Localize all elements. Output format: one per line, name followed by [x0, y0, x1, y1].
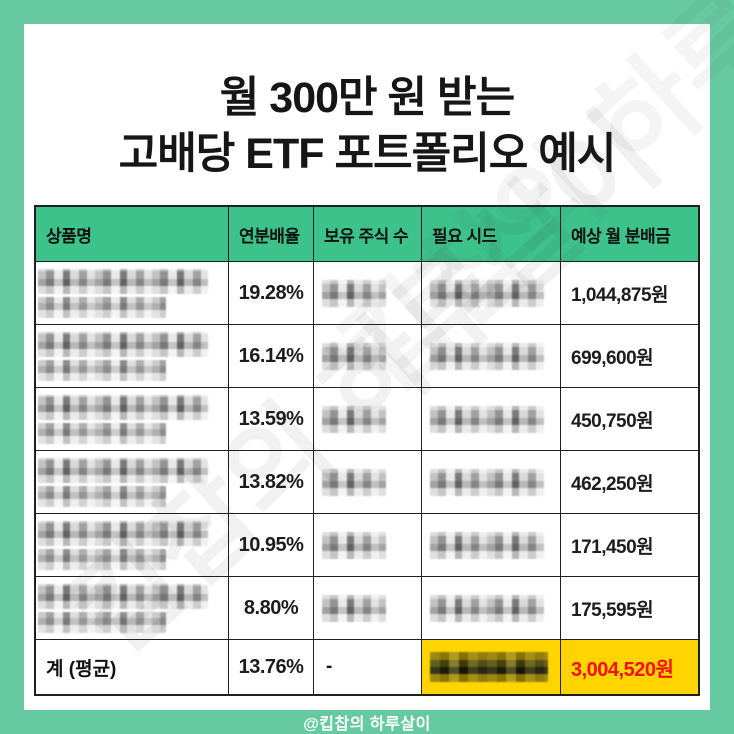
author-watermark: @킵찹의 하루살이 [303, 716, 431, 733]
table-row: 19.28% 1,044,875원 [36, 261, 698, 324]
total-label: 계 (평균) [46, 658, 117, 680]
annual-yield-value: 19.28% [228, 262, 313, 324]
redaction-mosaic [430, 279, 544, 307]
annual-yield-value: 8.80% [228, 577, 313, 639]
product-name-redacted [36, 451, 228, 513]
table-header-row: 상품명 연분배율 보유 주식 수 필요 시드 예상 월 분배금 [36, 207, 698, 261]
annual-yield-value: 10.95% [228, 514, 313, 576]
product-name-redacted [36, 325, 228, 387]
total-shares-dash: - [313, 640, 421, 694]
monthly-dividend-value: 462,250원 [560, 451, 698, 513]
annual-yield-value: 13.59% [228, 388, 313, 450]
redaction-mosaic [430, 405, 544, 433]
title-line-1: 월 300만 원 받는 [219, 74, 515, 122]
redaction-mosaic [38, 394, 208, 420]
seed-redacted [421, 514, 560, 576]
seed-redacted [421, 451, 560, 513]
etf-portfolio-table: 상품명 연분배율 보유 주식 수 필요 시드 예상 월 분배금 19.28% 1… [34, 205, 700, 696]
product-name-redacted [36, 388, 228, 450]
seed-redacted [421, 577, 560, 639]
shares-redacted [313, 388, 421, 450]
seed-redacted [421, 325, 560, 387]
table-total-row: 계 (평균) 13.76% - 3,004,520원 [36, 639, 698, 694]
redaction-mosaic [430, 342, 544, 370]
redaction-mosaic [430, 652, 548, 682]
annual-yield-value: 16.14% [228, 325, 313, 387]
product-name-redacted [36, 514, 228, 576]
annual-yield-value: 13.82% [228, 451, 313, 513]
total-monthly-value: 3,004,520원 [560, 640, 698, 694]
shares-redacted [313, 577, 421, 639]
table-row: 13.82% 462,250원 [36, 450, 698, 513]
redaction-mosaic [430, 468, 544, 496]
header-annual-yield: 연분배율 [228, 207, 313, 261]
redaction-mosaic [322, 279, 386, 307]
monthly-dividend-value: 699,600원 [560, 325, 698, 387]
table-row: 13.59% 450,750원 [36, 387, 698, 450]
product-name-redacted [36, 262, 228, 324]
average-yield-value: 13.76% [228, 640, 313, 694]
monthly-dividend-value: 1,044,875원 [560, 262, 698, 324]
redaction-mosaic [38, 331, 208, 357]
redaction-mosaic [322, 342, 386, 370]
redaction-mosaic [38, 268, 208, 294]
seed-redacted [421, 388, 560, 450]
table-row: 8.80% 175,595원 [36, 576, 698, 639]
redaction-mosaic [38, 548, 166, 570]
redaction-mosaic [322, 594, 386, 622]
shares-redacted [313, 514, 421, 576]
redaction-mosaic [322, 531, 386, 559]
redaction-mosaic [430, 531, 544, 559]
header-required-seed: 필요 시드 [421, 207, 560, 261]
monthly-dividend-value: 171,450원 [560, 514, 698, 576]
shares-redacted [313, 325, 421, 387]
redaction-mosaic [430, 594, 544, 622]
redaction-mosaic [38, 485, 166, 507]
header-shares-held: 보유 주식 수 [313, 207, 421, 261]
header-product-name: 상품명 [46, 226, 92, 246]
table-row: 10.95% 171,450원 [36, 513, 698, 576]
table-row: 16.14% 699,600원 [36, 324, 698, 387]
shares-redacted [313, 262, 421, 324]
title-line-2: 고배당 ETF 포트폴리오 예시 [118, 130, 617, 178]
seed-redacted [421, 262, 560, 324]
redaction-mosaic [38, 359, 166, 381]
redaction-mosaic [38, 457, 208, 483]
total-seed-redacted [421, 640, 560, 694]
monthly-dividend-value: 175,595원 [560, 577, 698, 639]
redaction-mosaic [38, 583, 208, 609]
shares-redacted [313, 451, 421, 513]
redaction-mosaic [38, 422, 166, 444]
redaction-mosaic [38, 520, 208, 546]
header-expected-monthly: 예상 월 분배금 [560, 207, 698, 261]
product-name-redacted [36, 577, 228, 639]
redaction-mosaic [38, 296, 166, 318]
redaction-mosaic [38, 611, 166, 633]
redaction-mosaic [322, 468, 386, 496]
redaction-mosaic [322, 405, 386, 433]
monthly-dividend-value: 450,750원 [560, 388, 698, 450]
